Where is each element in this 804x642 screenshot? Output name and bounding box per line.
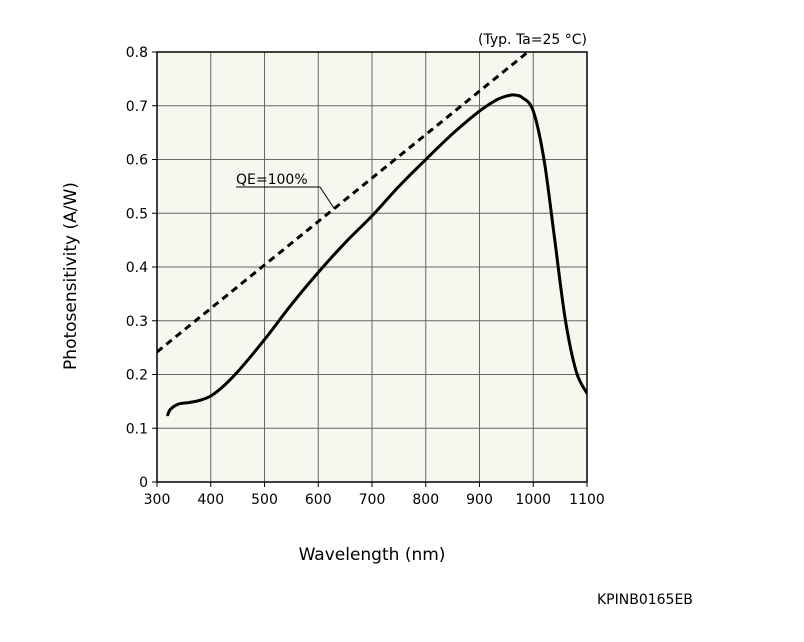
x-tick-label: 900 bbox=[466, 492, 493, 508]
y-tick-label: 0 bbox=[139, 475, 148, 491]
qe-100-percent-line bbox=[157, 52, 529, 354]
x-tick-label: 1000 bbox=[515, 492, 551, 508]
y-axis-ticks: 0 0.1 0.2 0.3 0.4 0.5 0.6 0.7 0.8 bbox=[126, 45, 157, 491]
photosensitivity-curve bbox=[166, 93, 587, 417]
x-axis-title: Wavelength (nm) bbox=[299, 545, 446, 565]
x-tick-label: 600 bbox=[305, 492, 332, 508]
y-axis-title: Photosensitivity (A/W) bbox=[61, 182, 81, 370]
y-tick-label: 0.6 bbox=[126, 153, 148, 169]
y-tick-label: 0.2 bbox=[126, 368, 148, 384]
x-axis-ticks: 300 400 500 600 700 800 900 1000 1100 bbox=[144, 482, 605, 508]
x-tick-label: 800 bbox=[412, 492, 439, 508]
qe-annotation-leader bbox=[236, 186, 335, 210]
condition-note: (Typ. Ta=25 °C) bbox=[478, 32, 587, 48]
x-tick-label: 1100 bbox=[569, 492, 605, 508]
x-tick-label: 700 bbox=[359, 492, 386, 508]
y-tick-label: 0.1 bbox=[126, 421, 148, 437]
x-tick-label: 500 bbox=[251, 492, 278, 508]
y-tick-label: 0.8 bbox=[126, 45, 148, 61]
x-tick-label: 300 bbox=[144, 492, 171, 508]
annotations: QE=100% bbox=[236, 172, 335, 210]
qe-annotation-label: QE=100% bbox=[236, 172, 308, 188]
series-layer bbox=[157, 52, 587, 417]
figure-code: KPINB0165EB bbox=[597, 592, 693, 608]
y-tick-label: 0.4 bbox=[126, 260, 148, 276]
y-tick-label: 0.5 bbox=[126, 206, 148, 222]
y-tick-label: 0.3 bbox=[126, 314, 148, 330]
y-tick-label: 0.7 bbox=[126, 99, 148, 115]
x-tick-label: 400 bbox=[197, 492, 224, 508]
